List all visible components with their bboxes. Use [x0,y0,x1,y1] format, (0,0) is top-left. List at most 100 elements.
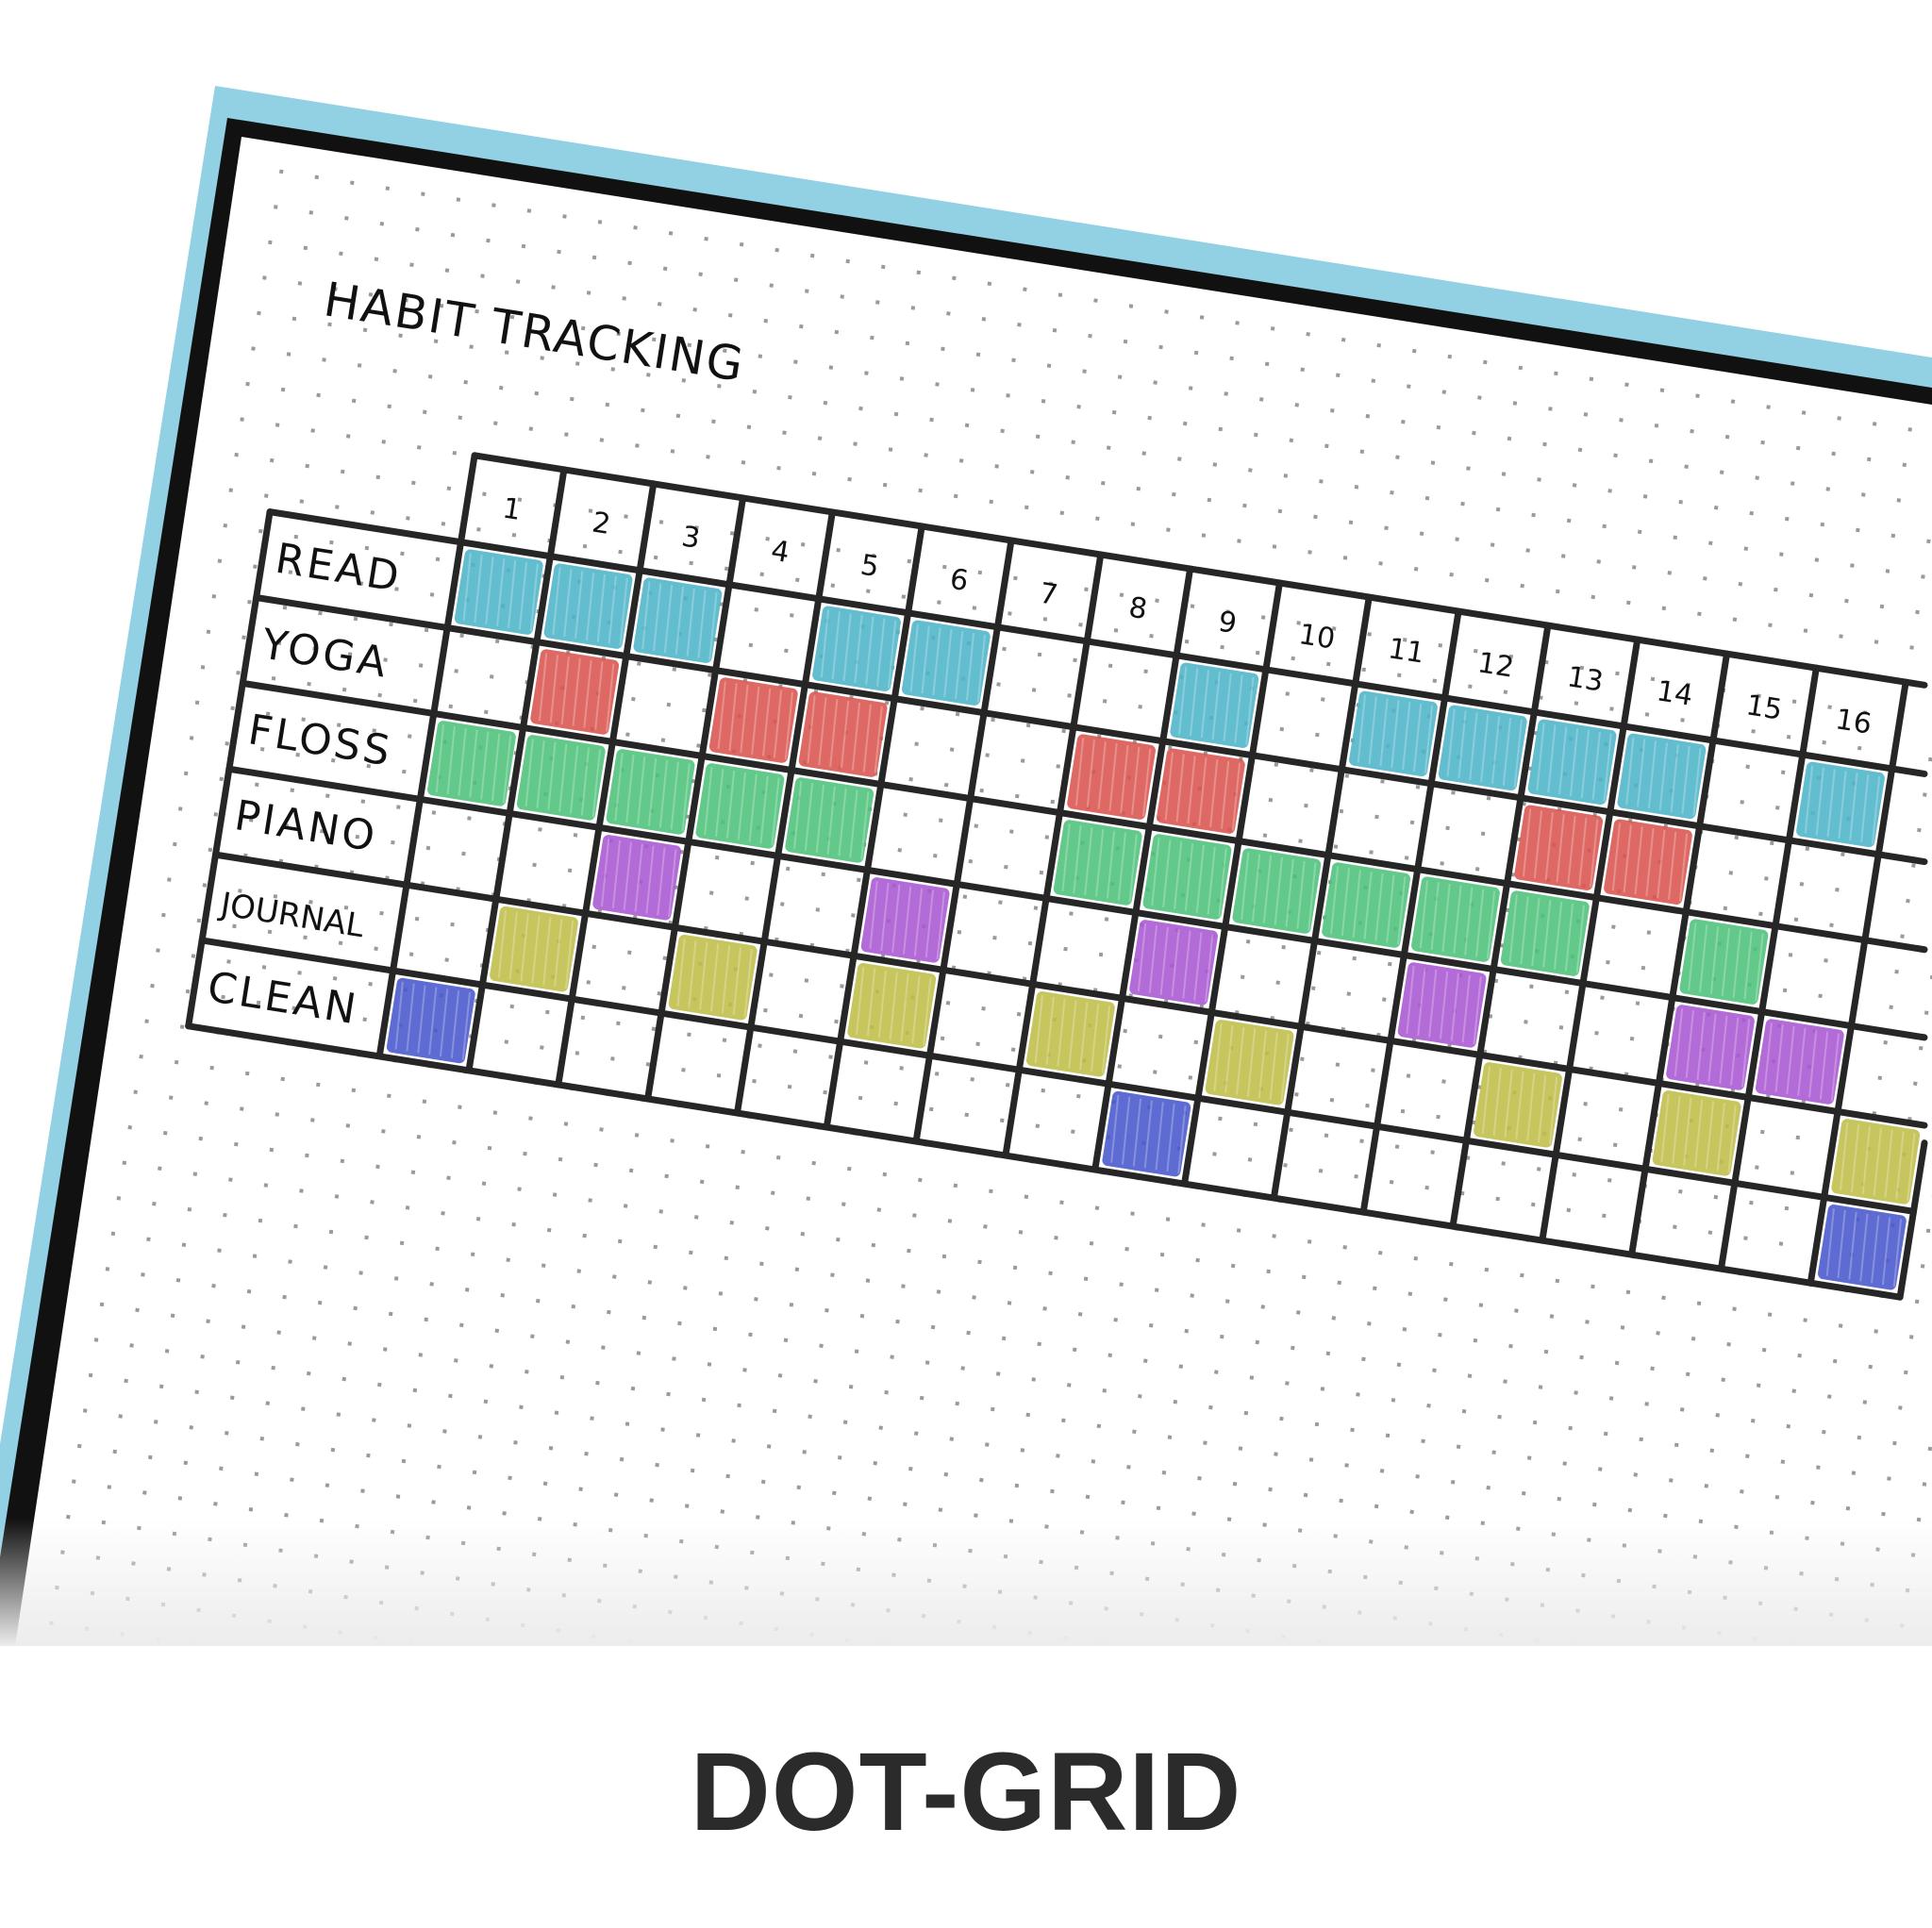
scribble-stroke [1840,1122,1849,1191]
scribble-stroke [1397,876,1407,945]
bottom-fade [0,1519,1932,1646]
grid-line [555,480,658,1089]
scribble-stroke [1162,839,1172,908]
grid-line [471,452,1928,689]
scribble-stroke [606,663,615,732]
scribble-stroke [1881,1217,1891,1286]
scribble-stroke [1061,823,1071,892]
grid-line [185,1022,1904,1301]
scribble-stroke [1705,1101,1715,1170]
scribble-stroke [869,881,878,949]
scribble-stroke [1871,775,1881,844]
scribble-stroke [936,891,945,960]
scribble-stroke [820,609,830,678]
scribble-stroke [697,590,707,658]
scribble-stroke [462,553,472,622]
scribble-stroke [1625,737,1635,806]
grid-line [912,537,1015,1145]
scribble-stroke [1859,1213,1869,1282]
scribble-stroke [1567,815,1576,884]
scribble-stroke [564,921,575,989]
scribble-stroke [1110,1094,1120,1163]
scribble-stroke [1450,972,1460,1041]
scribble-stroke [976,634,987,703]
scribble-stroke [1825,1207,1835,1276]
scribble-stroke [653,583,662,652]
grid-line [465,466,568,1074]
scribble-stroke [1590,819,1599,888]
habit-fill-journal-day-17 [1831,1119,1921,1205]
scribble-stroke [600,839,610,906]
scribble-stroke [840,700,850,769]
scribble-stroke [771,777,780,846]
scribble-stroke [1218,848,1227,917]
scribble-stroke [1184,842,1194,911]
scribble-stroke [480,731,490,800]
scribble-stroke [1575,905,1585,973]
scribble-stroke [1895,1131,1905,1200]
scribble-stroke [575,571,584,640]
scribble-stroke [675,587,685,655]
scribble-stroke [645,845,655,914]
habit-fill-yoga-day-2 [530,649,620,735]
scribble-stroke [1547,724,1557,793]
habit-fill-journal-day-13 [1474,1062,1562,1148]
scribble-stroke [826,786,836,855]
scribble-stroke [531,915,541,984]
scribble-stroke [838,788,847,856]
scribble-stroke [563,569,573,638]
habit-fill-journal-day-6 [847,962,937,1049]
habit-fill-piano-day-9 [1129,920,1218,1006]
habit-fill-read-day-3 [633,577,723,663]
scribble-stroke [1688,922,1697,991]
scribble-stroke [784,691,793,760]
scribble-stroke [699,941,708,1010]
grid-line [1807,678,1909,1287]
scribble-stroke [1073,825,1082,894]
scribble-stroke [623,841,632,910]
scribble-stroke [1402,702,1411,770]
habit-tracker-grid: 1 2 3 4 5 6 7 8 9 10 11 12 13 14 15 16READYOGAFLOSSPIAN… [185,452,1928,1301]
scribble-stroke [1178,666,1188,735]
scribble-stroke [887,620,897,689]
scribble-stroke [1461,974,1471,1043]
scribble-stroke [596,573,607,642]
scribble-stroke [1108,742,1118,811]
scribble-stroke [1707,1013,1717,1082]
habit-fill-floss-day-13 [1500,890,1590,976]
scribble-stroke [1257,1030,1268,1099]
scribble-stroke [1634,826,1643,895]
grid-line [1628,650,1731,1258]
scribble-stroke [1513,719,1523,788]
scribble-stroke [668,849,677,918]
scribble-stroke [1187,756,1196,824]
scribble-stroke [721,945,731,1014]
habit-fill-floss-day-11 [1322,862,1411,948]
scribble-stroke [1692,747,1702,816]
scribble-stroke [619,577,628,646]
scribble-stroke [491,733,501,802]
grid-line [1091,565,1194,1173]
scribble-stroke [1815,767,1824,836]
scribble-stroke [1117,832,1127,901]
scribble-stroke [1207,846,1216,915]
habit-fill-journal-day-2 [490,906,578,992]
grid-line [1717,664,1820,1272]
scribble-stroke [1645,828,1655,897]
scribble-stroke [1892,1219,1903,1288]
scribble-stroke [554,919,563,988]
scribble-stroke [889,972,898,1040]
scribble-stroke [594,661,604,730]
scribble-stroke [1515,1071,1524,1139]
grid-line [185,508,274,1030]
habit-fill-read-day-5 [812,606,901,691]
day-label-12: 12 [1475,646,1516,685]
scribble-stroke [743,949,753,1018]
scribble-stroke [1693,1099,1704,1168]
scribble-stroke [1678,833,1689,902]
scribble-stroke [657,847,666,916]
scribble-stroke [474,555,483,623]
habit-fill-floss-day-9 [1142,834,1232,920]
scribble-stroke [921,625,930,694]
